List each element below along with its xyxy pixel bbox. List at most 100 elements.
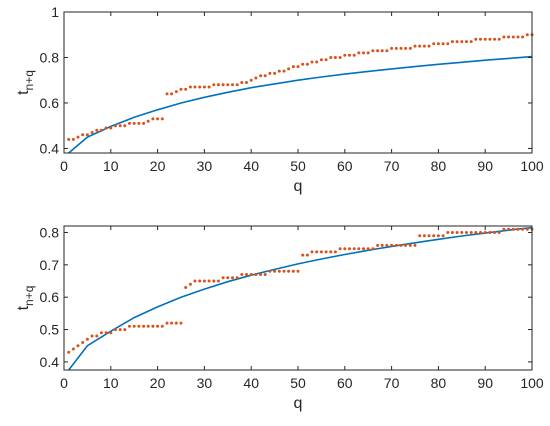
data-point bbox=[460, 231, 464, 234]
data-point bbox=[240, 273, 244, 276]
y-axis-label-subscript: n+q bbox=[22, 286, 36, 306]
data-point bbox=[128, 121, 131, 125]
data-point bbox=[385, 243, 389, 247]
data-point bbox=[441, 42, 445, 46]
data-point bbox=[319, 58, 323, 62]
data-point bbox=[235, 276, 239, 280]
y-tick-label: 1 bbox=[51, 4, 59, 20]
data-point bbox=[465, 231, 468, 234]
data-point bbox=[291, 65, 295, 69]
data-point bbox=[156, 324, 160, 328]
x-tick-label: 10 bbox=[103, 158, 119, 174]
x-tick-label: 60 bbox=[337, 158, 353, 174]
data-point bbox=[263, 273, 267, 276]
y-tick-label: 0.6 bbox=[40, 289, 60, 305]
data-point bbox=[390, 46, 394, 50]
data-point bbox=[235, 83, 239, 87]
data-point bbox=[193, 279, 197, 283]
data-point bbox=[319, 250, 323, 254]
data-point bbox=[277, 69, 281, 73]
data-point bbox=[343, 53, 347, 57]
data-point bbox=[282, 69, 286, 73]
data-point bbox=[221, 83, 225, 87]
data-point bbox=[179, 87, 183, 91]
x-tick-label: 80 bbox=[431, 158, 447, 174]
data-point bbox=[432, 42, 436, 46]
data-point bbox=[85, 133, 89, 137]
data-point bbox=[90, 131, 94, 134]
data-point bbox=[95, 128, 99, 132]
data-point bbox=[516, 35, 520, 39]
data-point bbox=[502, 227, 506, 231]
data-point bbox=[90, 334, 94, 338]
data-point bbox=[315, 250, 319, 254]
chart-bottom: 0 10 20 30 40 50 60 70 80 90 100 0.4 0.5 0.6 0.7 0.8 q tn… bbox=[15, 224, 544, 412]
data-point bbox=[483, 231, 487, 234]
data-point bbox=[249, 273, 253, 276]
data-point bbox=[418, 44, 422, 48]
data-point bbox=[259, 273, 263, 276]
data-point bbox=[404, 243, 408, 247]
data-point bbox=[146, 324, 150, 328]
x-tick-label: 70 bbox=[384, 375, 400, 391]
data-point bbox=[301, 62, 305, 66]
data-point bbox=[273, 71, 277, 75]
data-point bbox=[188, 282, 192, 286]
data-point bbox=[99, 128, 103, 132]
data-point bbox=[404, 46, 408, 50]
data-point bbox=[132, 324, 136, 328]
x-tick-label: 70 bbox=[384, 158, 400, 174]
data-point bbox=[394, 46, 398, 50]
data-point bbox=[338, 247, 342, 251]
data-point bbox=[422, 44, 426, 48]
data-point bbox=[132, 121, 136, 125]
data-point bbox=[479, 37, 482, 41]
data-point bbox=[245, 81, 248, 84]
data-point bbox=[296, 65, 300, 69]
data-point bbox=[193, 85, 197, 89]
data-point bbox=[212, 279, 216, 283]
data-point bbox=[174, 90, 178, 94]
data-point bbox=[95, 334, 99, 338]
data-point bbox=[296, 269, 300, 273]
data-point bbox=[352, 247, 356, 251]
data-point bbox=[71, 347, 75, 351]
x-tick-label: 20 bbox=[150, 158, 166, 174]
x-tick-label: 60 bbox=[337, 375, 353, 391]
data-point bbox=[521, 227, 525, 231]
data-point bbox=[118, 328, 122, 332]
data-point bbox=[81, 341, 85, 344]
data-point bbox=[446, 231, 450, 234]
data-point bbox=[502, 35, 506, 39]
data-point bbox=[343, 247, 347, 251]
data-point bbox=[483, 37, 487, 41]
data-point bbox=[418, 234, 422, 238]
data-point bbox=[507, 227, 511, 231]
data-point bbox=[216, 83, 220, 87]
data-point bbox=[511, 35, 515, 39]
x-tick-label: 90 bbox=[477, 158, 493, 174]
x-tick-label: 30 bbox=[197, 158, 213, 174]
data-point bbox=[352, 53, 356, 57]
data-point bbox=[76, 135, 80, 139]
data-point bbox=[488, 37, 492, 41]
data-point bbox=[188, 85, 192, 89]
data-point bbox=[408, 46, 412, 50]
data-point bbox=[221, 276, 225, 280]
x-tick-label: 0 bbox=[60, 375, 68, 391]
data-point bbox=[394, 243, 398, 247]
data-point bbox=[109, 126, 113, 130]
data-point bbox=[160, 324, 164, 328]
data-point bbox=[371, 247, 375, 251]
y-tick-label: 0.5 bbox=[40, 322, 60, 338]
data-point bbox=[198, 279, 202, 283]
data-point bbox=[165, 321, 169, 325]
data-point bbox=[202, 279, 206, 283]
data-point bbox=[104, 331, 108, 335]
data-point bbox=[525, 227, 529, 231]
data-point bbox=[231, 276, 234, 280]
x-tick-label: 100 bbox=[520, 158, 544, 174]
data-point bbox=[142, 324, 146, 328]
data-point bbox=[348, 247, 351, 251]
data-point bbox=[179, 321, 183, 325]
